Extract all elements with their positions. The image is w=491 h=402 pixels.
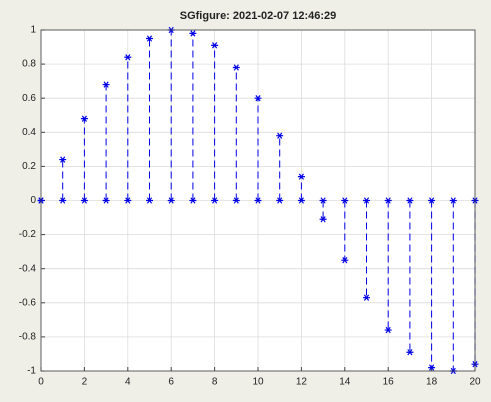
- x-tick-label: 16: [383, 377, 395, 388]
- stem-marker: [276, 132, 284, 139]
- x-tick-label: 8: [212, 377, 218, 388]
- y-tick-label: -0.6: [19, 297, 37, 308]
- stem-base: [363, 197, 370, 204]
- stem-base: [80, 197, 88, 204]
- y-tick-label: 0.4: [22, 127, 36, 138]
- x-tick-label: 6: [168, 377, 174, 388]
- y-tick-label: -1: [27, 366, 36, 377]
- x-tick-label: 2: [82, 377, 88, 388]
- stem-base: [276, 197, 284, 204]
- y-tick-label: -0.2: [19, 229, 37, 240]
- y-tick-label: 0.2: [22, 161, 36, 172]
- stem-base: [102, 197, 110, 204]
- y-tick-label: -0.4: [19, 263, 37, 274]
- x-tick-label: 20: [469, 377, 481, 388]
- y-tick-label: -0.8: [19, 332, 37, 343]
- x-tick-label: 14: [339, 377, 351, 388]
- y-tick-label: 0.8: [22, 59, 36, 70]
- stem-marker: [80, 115, 88, 122]
- stem-marker: [297, 173, 305, 180]
- stem-base: [146, 197, 153, 204]
- stem-base: [319, 197, 327, 204]
- y-tick-label: 0: [30, 195, 36, 206]
- y-tick-label: 1: [30, 25, 36, 36]
- stem-marker: [211, 42, 219, 49]
- stem-base: [189, 197, 197, 204]
- stem-base: [232, 197, 240, 204]
- stem-marker: [254, 95, 262, 102]
- stem-marker: [59, 156, 67, 163]
- stem-base: [384, 197, 392, 204]
- stem-base: [341, 197, 349, 204]
- chart-title: SGfigure: 2021-02-07 12:46:29: [180, 10, 337, 22]
- x-tick-label: 10: [252, 377, 264, 388]
- stem-base: [449, 197, 457, 204]
- stem-marker: [102, 81, 110, 88]
- stem-base: [167, 197, 175, 204]
- stem-base: [428, 197, 436, 204]
- stem-marker: [189, 30, 197, 37]
- x-tick-label: 12: [296, 377, 308, 388]
- x-tick-label: 4: [125, 377, 131, 388]
- stem-base: [297, 197, 305, 204]
- stem-base: [124, 197, 132, 204]
- stem-marker: [232, 64, 240, 71]
- stem-marker: [341, 257, 349, 264]
- stem-base: [59, 197, 67, 204]
- stem-marker: [146, 35, 153, 42]
- plot-frame: [40, 29, 476, 372]
- stem-base: [211, 197, 219, 204]
- stem-marker: [406, 349, 414, 356]
- x-tick-label: 0: [38, 377, 44, 388]
- stem-marker: [428, 364, 436, 371]
- stem-base: [254, 197, 262, 204]
- x-tick-label: 18: [426, 377, 438, 388]
- stem-marker: [363, 294, 370, 301]
- stem-base: [406, 197, 414, 204]
- stem-marker: [319, 216, 327, 223]
- stem-marker: [384, 326, 392, 334]
- y-tick-label: 0.6: [22, 93, 36, 104]
- stem-marker: [124, 54, 132, 61]
